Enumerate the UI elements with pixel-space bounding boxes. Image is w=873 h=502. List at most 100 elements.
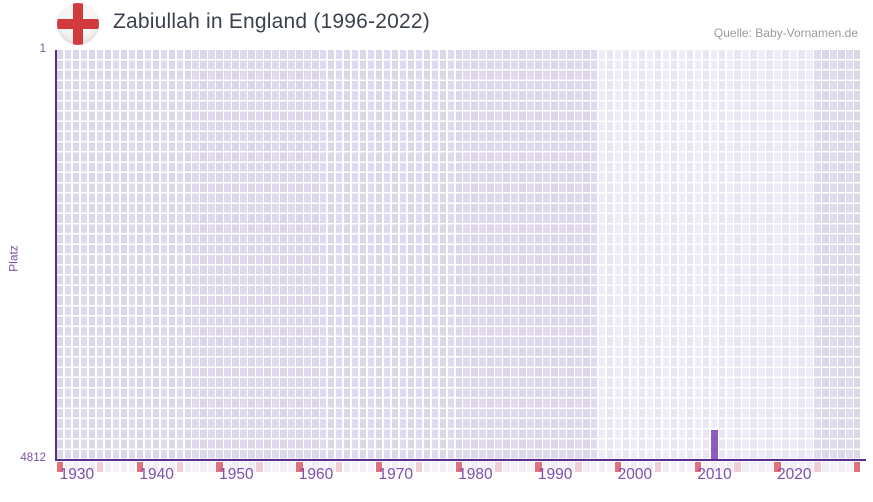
year-strip-cell-1988 xyxy=(535,462,542,472)
year-strip-cell-1944 xyxy=(184,462,191,472)
grid-column-1974 xyxy=(423,50,431,460)
year-strip-cell-1929 xyxy=(64,462,72,472)
grid-column-1996 xyxy=(598,50,606,460)
grid-column-1987 xyxy=(527,50,534,460)
grid-column-2010 xyxy=(710,50,718,460)
year-strip-cell-2004 xyxy=(662,462,670,472)
grid-column-1982 xyxy=(487,50,494,460)
year-strip-cell-1962 xyxy=(327,462,335,472)
grid-column-2013 xyxy=(734,50,741,460)
y-tick-bottom: 4812 xyxy=(20,452,46,464)
year-strip-cell-1952 xyxy=(248,462,255,472)
year-strip-cell-1986 xyxy=(519,462,526,472)
year-strip-cell-2015 xyxy=(750,462,757,472)
year-strip-cell-1990 xyxy=(551,462,558,472)
year-strip-cell-2000 xyxy=(630,462,638,472)
grid-column-1952 xyxy=(248,50,255,460)
year-strip-cell-1997 xyxy=(606,462,614,472)
year-strip-cell-1939 xyxy=(144,462,152,472)
year-strip-cell-2018 xyxy=(774,462,781,472)
grid-column-2004 xyxy=(662,50,670,460)
year-strip-cell-1979 xyxy=(463,462,470,472)
grid-column-1948 xyxy=(216,50,223,460)
year-strip-cell-1938 xyxy=(136,462,144,472)
grid-column-1967 xyxy=(367,50,375,460)
year-strip-cell-1940 xyxy=(152,462,160,472)
grid-column-1965 xyxy=(351,50,359,460)
x-axis-labels: 1930 1940 1950 1960 1970 1980 1990 2000 2010 2020 xyxy=(57,466,862,488)
year-strip-cell-2012 xyxy=(726,462,733,472)
grid-column-1994 xyxy=(583,50,590,460)
year-strip-cell-1973 xyxy=(415,462,423,472)
grid-column-2002 xyxy=(646,50,654,460)
year-strip-cell-1928 xyxy=(57,462,64,472)
year-strip-cell-2003 xyxy=(654,462,662,472)
year-strip-cell-2002 xyxy=(646,462,654,472)
year-strip-cell-1975 xyxy=(431,462,439,472)
year-strip-cell-1958 xyxy=(296,462,303,472)
grid-column-2011 xyxy=(718,50,725,460)
year-strip-cell-2009 xyxy=(702,462,710,472)
grid-column-2009 xyxy=(702,50,710,460)
grid-column-1938 xyxy=(136,50,144,460)
grid-column-1933 xyxy=(96,50,104,460)
grid-column-2007 xyxy=(686,50,694,460)
year-strip-cell-1977 xyxy=(447,462,454,472)
rank-bar-2010[interactable] xyxy=(710,429,719,459)
grid-column-2016 xyxy=(758,50,765,460)
year-strip-cell-2008 xyxy=(694,462,702,472)
year-strip-cell-1983 xyxy=(495,462,502,472)
year-strip-cell-1969 xyxy=(383,462,391,472)
grid-column-1968 xyxy=(375,50,383,460)
x-axis-label-2020: 2020 xyxy=(777,466,812,483)
year-strip-cell-1954 xyxy=(264,462,271,472)
grid-column-2019 xyxy=(782,50,789,460)
grid-column-1939 xyxy=(144,50,152,460)
grid-column-1995 xyxy=(591,50,598,460)
grid-column-2001 xyxy=(638,50,646,460)
y-axis-line xyxy=(55,50,57,461)
grid-column-2025 xyxy=(830,50,837,460)
year-strip-cell-2019 xyxy=(782,462,789,472)
grid-column-1991 xyxy=(559,50,566,460)
grid-column-1955 xyxy=(272,50,279,460)
grid-column-2006 xyxy=(678,50,686,460)
grid-column-1929 xyxy=(64,50,72,460)
year-strip-cell-1945 xyxy=(192,462,199,472)
grid-column-1947 xyxy=(208,50,215,460)
year-strip-cell-1991 xyxy=(559,462,566,472)
year-strip-cell-1967 xyxy=(367,462,375,472)
year-strip-cell-1950 xyxy=(232,462,239,472)
x-axis-label-2010: 2010 xyxy=(697,466,732,483)
year-strip-cell-2026 xyxy=(838,462,845,472)
year-strip-cell-1995 xyxy=(591,462,598,472)
year-strip-cell-1930 xyxy=(72,462,80,472)
year-strip-cell-1981 xyxy=(479,462,486,472)
year-strip-cell-2021 xyxy=(798,462,805,472)
grid-column-2020 xyxy=(790,50,797,460)
grid-column-1997 xyxy=(606,50,614,460)
grid-column-1975 xyxy=(431,50,439,460)
grid-column-1949 xyxy=(224,50,231,460)
year-strip-cell-2001 xyxy=(638,462,646,472)
grid-column-1958 xyxy=(296,50,303,460)
year-strip-cell-1970 xyxy=(391,462,399,472)
year-strip-cell-1953 xyxy=(256,462,263,472)
year-strip-cell-1963 xyxy=(335,462,343,472)
grid-column-1962 xyxy=(327,50,335,460)
grid-column-1973 xyxy=(415,50,423,460)
grid-column-1969 xyxy=(383,50,391,460)
grid-column-1970 xyxy=(391,50,399,460)
grid-column-1935 xyxy=(112,50,120,460)
year-strip-cell-1978 xyxy=(455,462,462,472)
year-strip-cell-1931 xyxy=(80,462,88,472)
year-strip-cell-1968 xyxy=(375,462,383,472)
grid-column-1941 xyxy=(160,50,168,460)
x-axis-line xyxy=(55,458,866,461)
y-axis-title: Platz xyxy=(6,245,21,272)
year-strip-cell-1971 xyxy=(399,462,407,472)
year-strip-cell-2013 xyxy=(734,462,741,472)
grid-column-1953 xyxy=(256,50,263,460)
year-strip-cell-1994 xyxy=(583,462,590,472)
